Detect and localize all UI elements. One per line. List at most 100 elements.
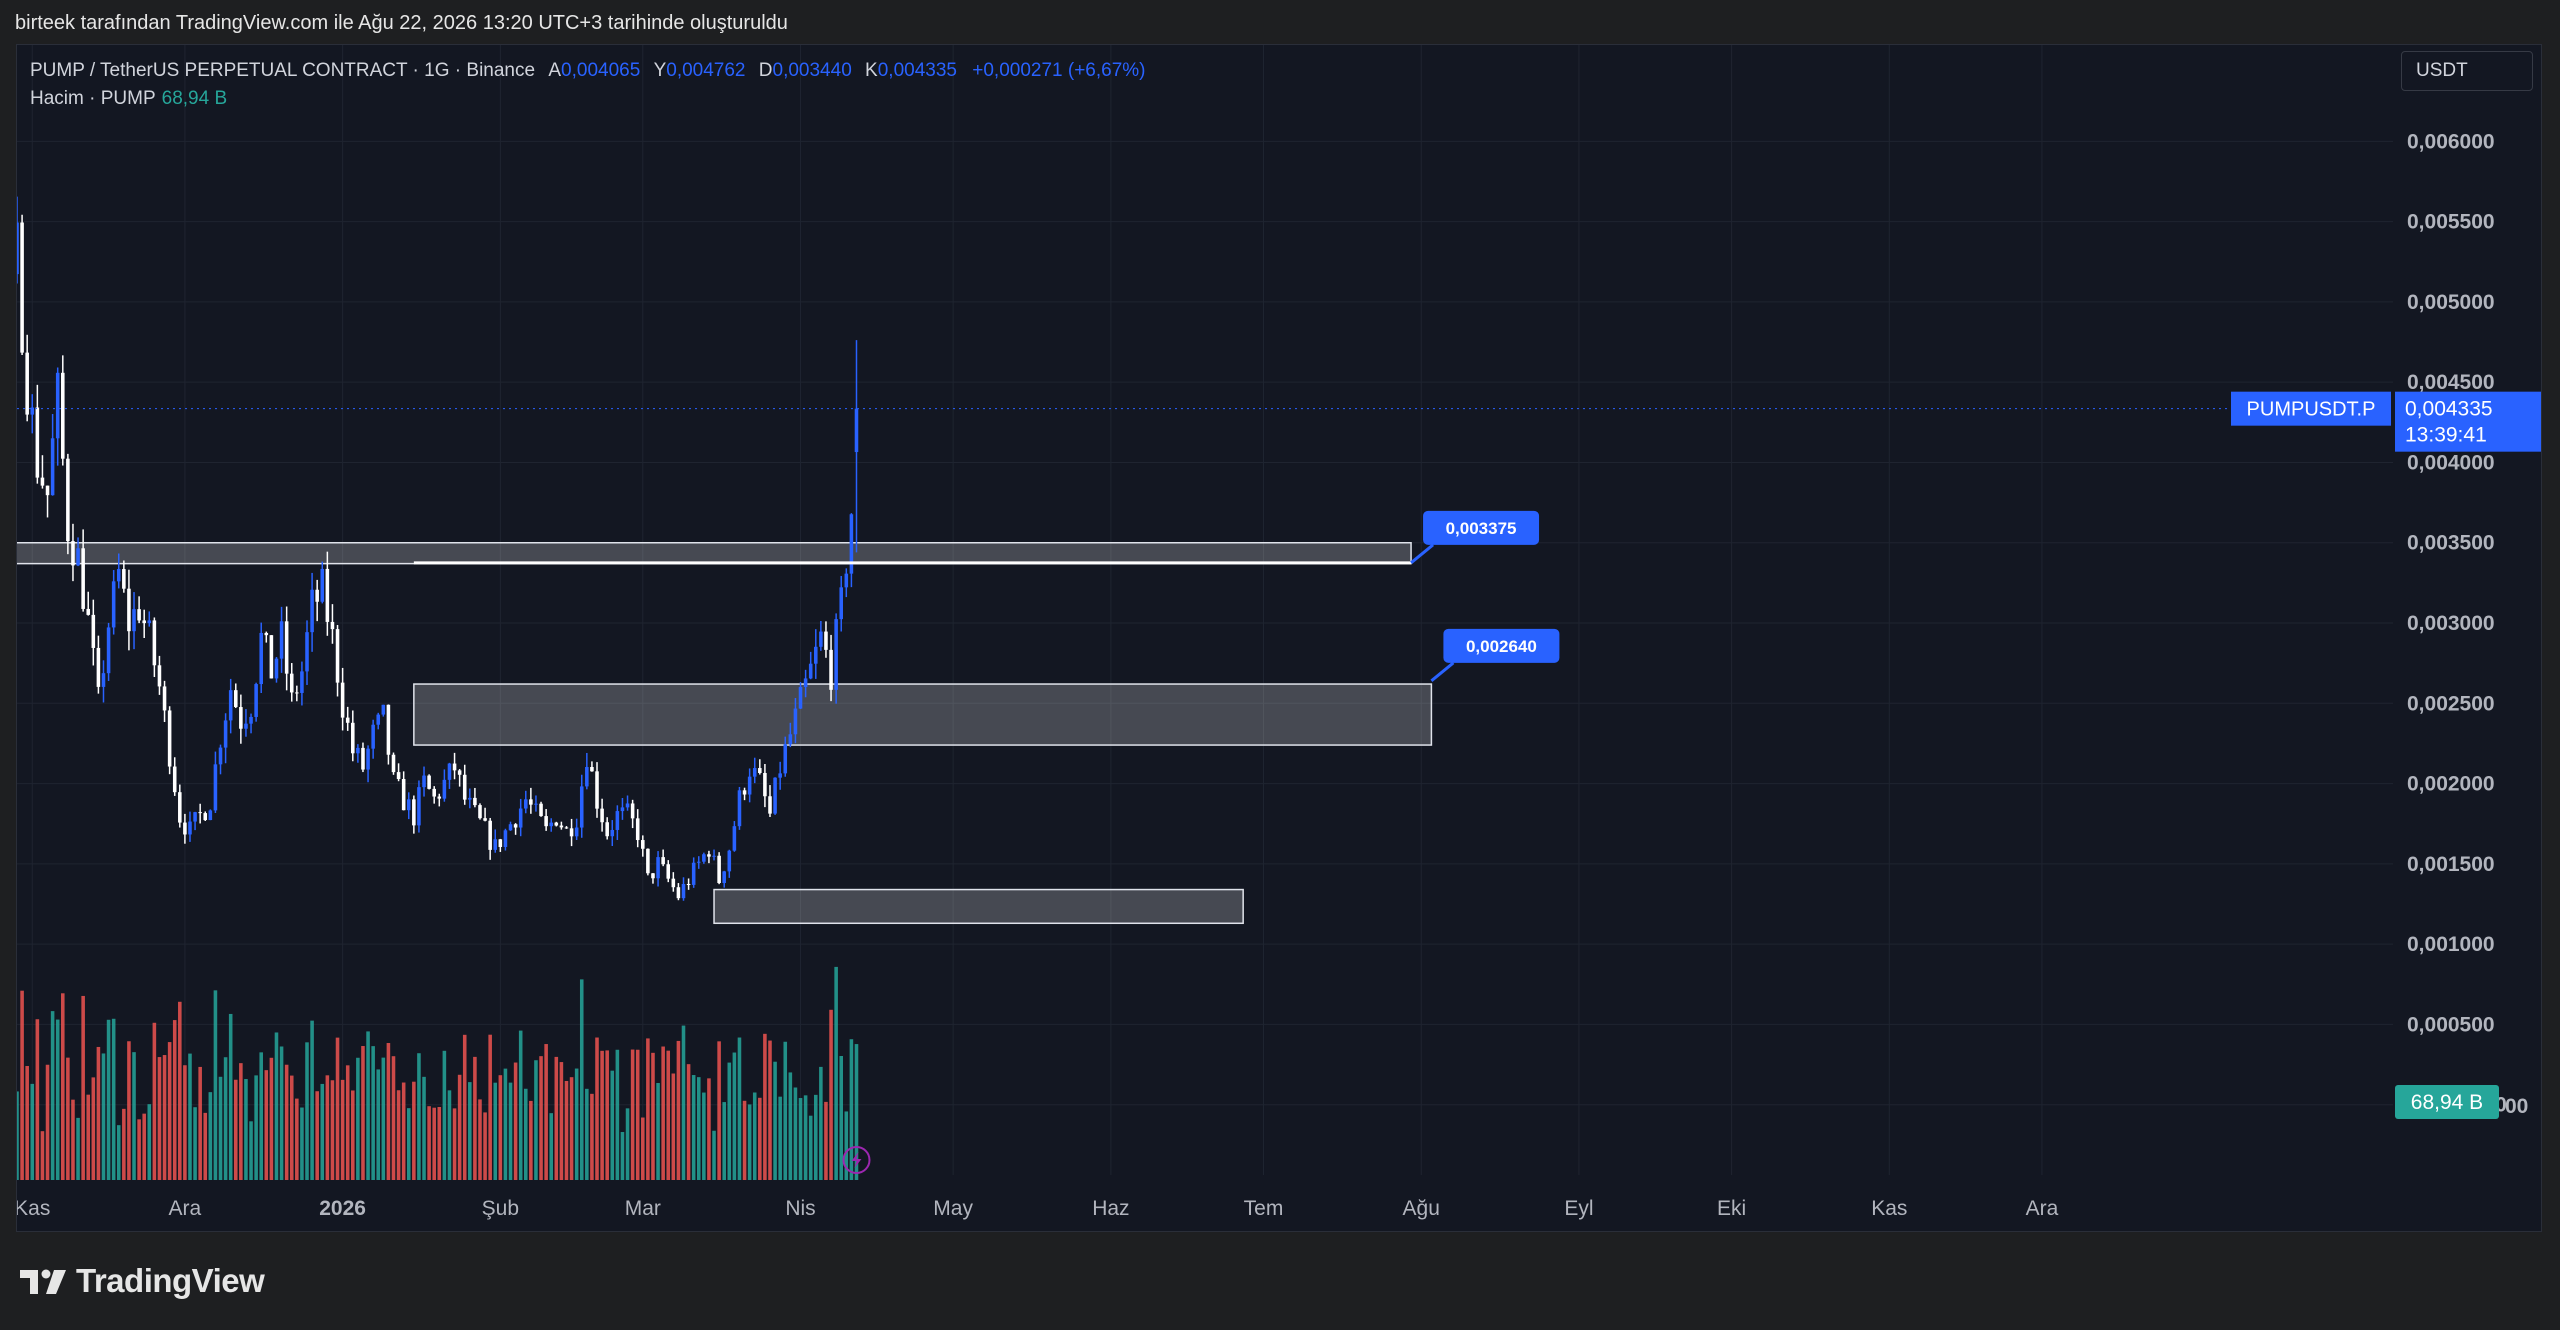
volume-bar xyxy=(76,1117,80,1180)
volume-bar xyxy=(707,1078,711,1180)
volume-bar xyxy=(406,1108,411,1180)
candle-body xyxy=(574,827,579,837)
volume-bar xyxy=(300,1107,304,1180)
volume-bar xyxy=(61,993,65,1180)
volume-bar xyxy=(452,1108,457,1180)
volume-bar xyxy=(254,1075,258,1180)
candle-body xyxy=(656,857,660,879)
volume-bar xyxy=(127,1041,131,1180)
volume-bar xyxy=(101,1053,106,1180)
volume-bar xyxy=(295,1098,299,1180)
candle-body xyxy=(763,772,767,797)
volume-bar xyxy=(839,1056,844,1180)
candle-body xyxy=(814,646,818,664)
support-zone xyxy=(713,888,1244,925)
candle-body xyxy=(742,790,747,795)
tradingview-logo[interactable]: TradingView xyxy=(18,1262,265,1300)
candle-body xyxy=(773,777,777,814)
volume-bar xyxy=(396,1090,401,1180)
volume-bar xyxy=(468,1082,472,1180)
candle-body xyxy=(585,767,589,787)
volume-bar xyxy=(508,1082,513,1180)
volume-bar xyxy=(717,1041,721,1180)
candle-body xyxy=(579,786,584,828)
volume-bar xyxy=(808,1115,813,1180)
candle-body xyxy=(401,779,406,811)
volume-bar xyxy=(814,1094,818,1180)
price-axis: 0,006000 0,005500 0,005000 0,004500 0,004000… xyxy=(2407,130,2507,1116)
price-tick-label: 0,005000 xyxy=(2407,291,2495,314)
volume-bar xyxy=(676,1040,681,1180)
volume-bar xyxy=(844,1111,849,1180)
legend-close: 0,004335 xyxy=(877,60,957,81)
volume-bar xyxy=(625,1108,630,1180)
volume-bar xyxy=(656,1082,660,1180)
candle-body xyxy=(193,812,197,822)
callout-label: 0,003375 xyxy=(1446,519,1517,538)
candle-body xyxy=(259,632,263,685)
volume-bar xyxy=(763,1033,767,1180)
volume-bar xyxy=(330,1080,335,1180)
candle-body xyxy=(590,767,594,772)
legend-volume-label[interactable]: Hacim · PUMP xyxy=(30,88,156,109)
price-tick-label: 0,005500 xyxy=(2407,211,2495,234)
volume-bar xyxy=(391,1056,396,1180)
candle-body xyxy=(615,811,620,830)
candle-body xyxy=(198,812,202,814)
support-zones xyxy=(17,541,1433,925)
time-tick-label: Nis xyxy=(785,1197,815,1220)
candle-body xyxy=(157,665,162,687)
volume-bar xyxy=(585,1088,589,1180)
callout-pointer xyxy=(1410,543,1435,564)
legend-symbol[interactable]: PUMP / TetherUS PERPETUAL CONTRACT · 1G … xyxy=(30,60,536,81)
volume-bar xyxy=(244,1079,248,1180)
legend-ohlc-row: PUMP / TetherUS PERPETUAL CONTRACT · 1G … xyxy=(30,57,1146,85)
candle-body xyxy=(432,788,436,797)
time-tick-label: Mar xyxy=(625,1197,661,1220)
volume-bar xyxy=(335,1037,340,1180)
volume-bar xyxy=(152,1022,157,1180)
currency-button[interactable]: USDT xyxy=(2401,51,2533,91)
support-zone xyxy=(413,683,1433,746)
volume-bar xyxy=(137,1119,141,1180)
candle-body xyxy=(208,810,213,821)
volume-bar xyxy=(671,1073,676,1180)
volume-bar xyxy=(86,1094,91,1180)
candle-body xyxy=(834,619,838,690)
candle-body xyxy=(249,716,253,724)
volume-bar xyxy=(50,1011,55,1180)
volume-bar xyxy=(162,1055,167,1180)
volume-bar xyxy=(249,1121,253,1180)
volume-bar xyxy=(834,966,838,1180)
candle-body xyxy=(534,803,538,805)
price-tick-label: 0,003000 xyxy=(2407,612,2495,635)
candle-body xyxy=(340,682,345,718)
candle-body xyxy=(554,822,559,826)
candle-body xyxy=(686,883,691,885)
candle-body xyxy=(508,824,513,831)
volume-bar xyxy=(758,1097,762,1180)
candle-body xyxy=(381,704,386,715)
tradingview-logo-icon xyxy=(20,1269,66,1294)
candle-body xyxy=(320,568,325,602)
candle-body xyxy=(71,541,75,566)
price-chart[interactable]: 0,003375 0,002640 0,006000 0,005500 0,00500… xyxy=(17,45,2541,1231)
candle-body xyxy=(498,839,503,847)
candle-body xyxy=(315,589,319,602)
volume-bar xyxy=(686,1064,691,1180)
time-tick-label: Ara xyxy=(169,1197,202,1220)
volume-bar xyxy=(702,1092,706,1180)
volume-bar xyxy=(386,1043,391,1180)
volume-bar xyxy=(819,1066,823,1180)
volume-bar xyxy=(539,1056,543,1180)
chart-panel[interactable]: 0,003375 0,002640 0,006000 0,005500 0,00500… xyxy=(16,44,2542,1232)
volume-bar xyxy=(712,1130,716,1180)
volume-bar xyxy=(30,1083,35,1180)
volume-bar xyxy=(264,1070,269,1180)
candle-body xyxy=(808,663,813,679)
candle-body xyxy=(824,631,828,650)
candle-body xyxy=(391,754,396,773)
candle-body xyxy=(442,779,447,799)
candle-body xyxy=(549,822,553,827)
candle-body xyxy=(223,720,228,748)
